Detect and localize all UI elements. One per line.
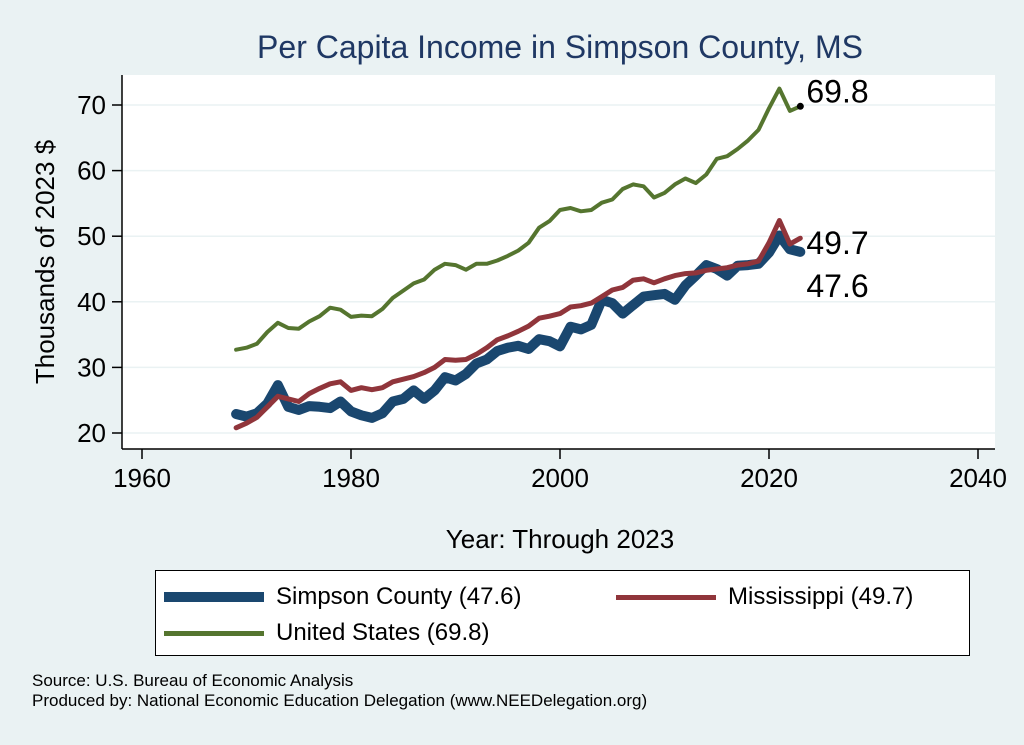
series-line-mississippi: [233, 218, 803, 431]
source-note: Source: U.S. Bureau of Economic Analysis: [32, 671, 354, 690]
y-axis-title: Thousands of 2023 $: [30, 139, 60, 384]
x-axis: 1960 1980 2000 2020 2040: [113, 449, 1007, 493]
legend-swatch-united-states: [164, 630, 264, 636]
legend-label-simpson-county: Simpson County (47.6): [276, 583, 522, 610]
y-tick-label-40: 40: [77, 287, 106, 317]
series-line-simpson-county: [231, 230, 806, 423]
legend-label-united-states: United States (69.8): [276, 619, 490, 646]
y-tick-label-30: 30: [77, 352, 106, 382]
legend-swatch-simpson-county: [164, 592, 264, 602]
y-tick-label-70: 70: [77, 90, 106, 120]
plot-area: [122, 75, 995, 449]
legend-item-mississippi: Mississippi (49.7): [616, 583, 913, 611]
end-labels: 47.6 49.7 69.8: [796, 73, 869, 304]
series-lines: [231, 86, 806, 431]
chart-title: Per Capita Income in Simpson County, MS: [257, 29, 863, 65]
legend-label-mississippi: Mississippi (49.7): [728, 583, 914, 610]
legend-swatch-mississippi: [616, 594, 716, 600]
y-tick-label-60: 60: [77, 156, 106, 186]
x-tick-label-1960: 1960: [113, 463, 171, 493]
x-tick-label-2040: 2040: [949, 463, 1007, 493]
x-tick-label-2000: 2000: [531, 463, 589, 493]
y-axis: 20 30 40 50 60 70: [77, 90, 122, 448]
footnotes: Source: U.S. Bureau of Economic Analysis…: [32, 671, 647, 711]
end-point-united-states: [796, 102, 804, 110]
end-label-mississippi: 49.7: [806, 225, 868, 261]
legend-item-united-states: United States (69.8): [164, 619, 489, 647]
grid-lines: [122, 104, 995, 434]
end-label-united-states: 69.8: [806, 73, 868, 109]
legend: Simpson County (47.6) Mississippi (49.7)…: [155, 570, 970, 656]
chart-canvas: Per Capita Income in Simpson County, MS …: [30, 29, 1007, 554]
legend-item-simpson-county: Simpson County (47.6): [164, 583, 521, 611]
x-tick-label-1980: 1980: [322, 463, 380, 493]
produced-by-note: Produced by: National Economic Education…: [32, 691, 648, 710]
x-tick-label-2020: 2020: [740, 463, 798, 493]
y-tick-label-20: 20: [77, 418, 106, 448]
series-line-united-states: [234, 86, 803, 352]
x-axis-title: Year: Through 2023: [446, 524, 674, 554]
end-label-simpson-county: 47.6: [806, 268, 868, 304]
y-tick-label-50: 50: [77, 221, 106, 251]
